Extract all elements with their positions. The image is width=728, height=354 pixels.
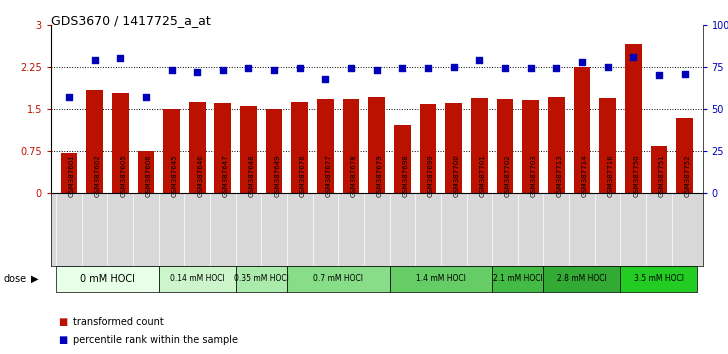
Bar bbox=[389, 266, 492, 292]
Text: GSM387679: GSM387679 bbox=[377, 154, 383, 196]
Bar bbox=[446, 103, 462, 193]
Bar bbox=[599, 98, 616, 193]
Point bbox=[63, 94, 75, 100]
Text: 0.7 mM HOCl: 0.7 mM HOCl bbox=[313, 274, 363, 283]
Text: GSM387713: GSM387713 bbox=[556, 154, 562, 196]
Text: GDS3670 / 1417725_a_at: GDS3670 / 1417725_a_at bbox=[51, 14, 210, 27]
Point bbox=[678, 71, 690, 76]
Bar bbox=[420, 104, 436, 193]
Bar bbox=[159, 266, 236, 292]
Text: transformed count: transformed count bbox=[73, 317, 164, 327]
Text: GSM387751: GSM387751 bbox=[659, 154, 665, 196]
Text: 2.8 mM HOCl: 2.8 mM HOCl bbox=[557, 274, 607, 283]
Point bbox=[422, 66, 434, 72]
Text: 0.35 mM HOCl: 0.35 mM HOCl bbox=[234, 274, 289, 283]
Text: GSM387714: GSM387714 bbox=[582, 154, 588, 196]
Bar bbox=[492, 266, 544, 292]
Text: ■: ■ bbox=[58, 317, 68, 327]
Text: 0.14 mM HOCl: 0.14 mM HOCl bbox=[170, 274, 224, 283]
Bar bbox=[522, 101, 539, 193]
Bar bbox=[471, 98, 488, 193]
Bar bbox=[236, 266, 287, 292]
Point bbox=[294, 66, 306, 72]
Text: GSM387699: GSM387699 bbox=[428, 154, 434, 196]
Point bbox=[576, 59, 587, 65]
Bar bbox=[138, 151, 154, 193]
Text: ▶: ▶ bbox=[31, 274, 38, 284]
Bar bbox=[189, 102, 205, 193]
Text: 3.5 mM HOCl: 3.5 mM HOCl bbox=[634, 274, 684, 283]
Text: dose: dose bbox=[4, 274, 27, 284]
Text: GSM387648: GSM387648 bbox=[248, 154, 255, 196]
Bar bbox=[56, 266, 159, 292]
Point bbox=[166, 67, 178, 73]
Bar bbox=[343, 99, 360, 193]
Bar bbox=[215, 103, 232, 193]
Bar bbox=[86, 90, 103, 193]
Text: GSM387677: GSM387677 bbox=[325, 154, 331, 196]
Bar bbox=[60, 153, 77, 193]
Bar bbox=[625, 44, 641, 193]
Bar bbox=[548, 97, 565, 193]
Text: GSM387702: GSM387702 bbox=[505, 154, 511, 196]
Point bbox=[114, 56, 126, 61]
Point bbox=[628, 54, 639, 59]
Text: GSM387676: GSM387676 bbox=[300, 154, 306, 196]
Text: GSM387645: GSM387645 bbox=[172, 154, 178, 196]
Bar bbox=[287, 266, 389, 292]
Bar bbox=[317, 99, 333, 193]
Point bbox=[217, 67, 229, 73]
Point bbox=[653, 73, 665, 78]
Point bbox=[550, 66, 562, 72]
Text: GSM387700: GSM387700 bbox=[454, 154, 459, 196]
Text: GSM387678: GSM387678 bbox=[351, 154, 357, 196]
Point bbox=[345, 66, 357, 72]
Point bbox=[140, 94, 151, 100]
Text: GSM387647: GSM387647 bbox=[223, 154, 229, 196]
Bar bbox=[368, 97, 385, 193]
Text: 1.4 mM HOCl: 1.4 mM HOCl bbox=[416, 274, 466, 283]
Bar bbox=[240, 106, 257, 193]
Bar bbox=[266, 109, 282, 193]
Text: GSM387646: GSM387646 bbox=[197, 154, 203, 196]
Text: GSM387605: GSM387605 bbox=[120, 154, 126, 196]
Bar bbox=[544, 266, 620, 292]
Bar bbox=[163, 109, 180, 193]
Text: percentile rank within the sample: percentile rank within the sample bbox=[73, 335, 238, 345]
Bar bbox=[620, 266, 697, 292]
Text: GSM387750: GSM387750 bbox=[633, 154, 639, 196]
Text: GSM387649: GSM387649 bbox=[274, 154, 280, 196]
Point bbox=[499, 66, 511, 72]
Point bbox=[89, 57, 100, 63]
Point bbox=[473, 57, 485, 63]
Text: 0 mM HOCl: 0 mM HOCl bbox=[80, 274, 135, 284]
Text: GSM387601: GSM387601 bbox=[69, 154, 75, 196]
Text: ■: ■ bbox=[58, 335, 68, 345]
Bar bbox=[496, 99, 513, 193]
Bar bbox=[574, 67, 590, 193]
Bar bbox=[291, 102, 308, 193]
Bar bbox=[112, 93, 129, 193]
Point bbox=[448, 64, 459, 70]
Point bbox=[602, 64, 614, 70]
Bar bbox=[676, 118, 693, 193]
Text: GSM387752: GSM387752 bbox=[684, 154, 691, 196]
Bar bbox=[394, 125, 411, 193]
Text: GSM387602: GSM387602 bbox=[95, 154, 100, 196]
Point bbox=[525, 66, 537, 72]
Bar bbox=[651, 147, 668, 193]
Point bbox=[371, 67, 383, 73]
Text: 2.1 mM HOCl: 2.1 mM HOCl bbox=[493, 274, 542, 283]
Point bbox=[320, 76, 331, 81]
Point bbox=[242, 66, 254, 72]
Point bbox=[269, 67, 280, 73]
Text: GSM387606: GSM387606 bbox=[146, 154, 152, 196]
Point bbox=[397, 66, 408, 72]
Text: GSM387716: GSM387716 bbox=[608, 154, 614, 196]
Text: GSM387698: GSM387698 bbox=[403, 154, 408, 196]
Point bbox=[191, 69, 203, 75]
Text: GSM387701: GSM387701 bbox=[479, 154, 486, 196]
Text: GSM387703: GSM387703 bbox=[531, 154, 537, 196]
